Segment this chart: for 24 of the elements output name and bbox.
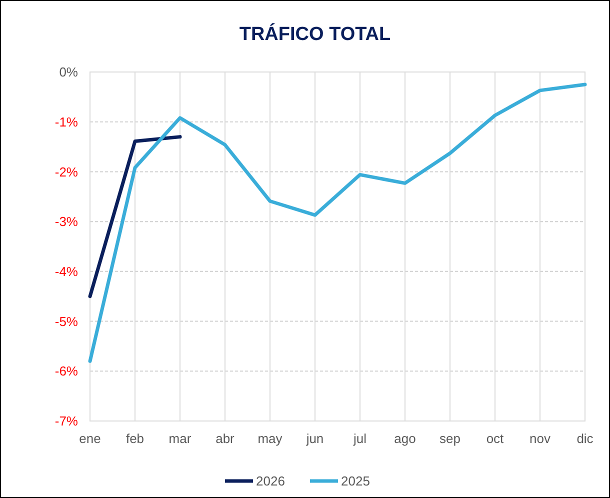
y-tick-label: 0% bbox=[59, 64, 78, 80]
x-tick-label: feb bbox=[126, 431, 144, 446]
y-tick-label: -7% bbox=[54, 414, 78, 429]
y-tick-label: -6% bbox=[54, 364, 78, 379]
chart-title: TRÁFICO TOTAL bbox=[239, 23, 392, 45]
x-tick-label: jul bbox=[352, 431, 367, 446]
x-tick-label: ene bbox=[79, 431, 101, 446]
legend-label: 2025 bbox=[341, 474, 370, 489]
line-series bbox=[88, 82, 587, 363]
x-tick-label: dic bbox=[576, 431, 594, 446]
x-tick-label: may bbox=[258, 431, 283, 446]
y-tick-label: -1% bbox=[54, 114, 78, 130]
y-tick-label: -3% bbox=[54, 214, 78, 230]
x-tick-label: jun bbox=[305, 431, 324, 446]
y-tick-label: -4% bbox=[54, 264, 78, 279]
x-tick-label: sep bbox=[440, 431, 460, 446]
legend-label: 2026 bbox=[256, 474, 285, 489]
x-tick-label: mar bbox=[168, 431, 192, 446]
x-tick-label: abr bbox=[216, 431, 236, 446]
y-tick-label: -5% bbox=[54, 314, 78, 329]
x-tick-label: nov bbox=[530, 431, 551, 446]
y-tick-label: -2% bbox=[54, 164, 78, 180]
x-tick-label: ago bbox=[394, 431, 416, 446]
x-tick-label: oct bbox=[486, 431, 504, 446]
